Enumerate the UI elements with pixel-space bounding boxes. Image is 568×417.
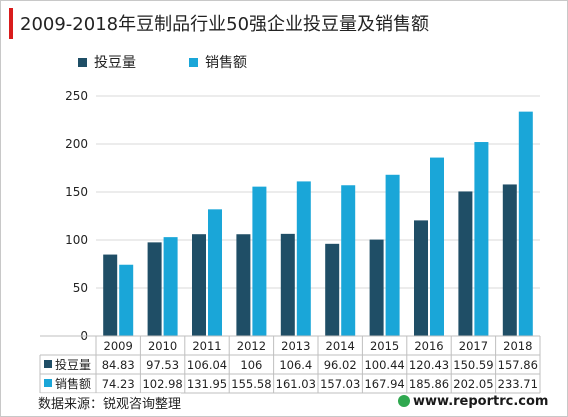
data-label: 157.03: [320, 377, 360, 391]
data-label: 167.94: [364, 377, 404, 391]
watermark: www.reportrc.com: [398, 394, 548, 409]
data-label: 74.23: [102, 377, 135, 391]
source-note: 数据来源：锐观咨询整理: [38, 393, 182, 412]
x-tick-label: 2016: [414, 339, 443, 353]
x-tick-label: 2012: [237, 339, 266, 353]
data-label: 233.71: [498, 377, 538, 391]
bar: [518, 111, 533, 336]
x-tick-label: 2011: [192, 339, 221, 353]
data-label: 102.98: [142, 377, 182, 391]
legend-label-series-2: 销售额: [205, 55, 247, 71]
y-tick-label: 100: [65, 233, 88, 247]
y-tick-label: 200: [65, 137, 88, 151]
bar: [325, 243, 340, 336]
legend-item-series-2: 销售额: [189, 52, 247, 72]
data-label: 155.58: [231, 377, 271, 391]
bar: [369, 239, 384, 336]
x-tick-label: 2017: [459, 339, 488, 353]
legend-item-series-1: 投豆量: [78, 52, 136, 72]
x-tick-label: 2018: [503, 339, 532, 353]
legend-swatch-series-2: [189, 57, 198, 67]
bar: [474, 142, 489, 336]
data-label: 84.83: [102, 358, 135, 372]
bar: [163, 237, 178, 336]
table-row-label: 投豆量: [55, 357, 91, 372]
data-label: 185.86: [409, 377, 449, 391]
data-label: 106.04: [187, 358, 227, 372]
x-tick-label: 2014: [326, 339, 355, 353]
table-legend-key: [44, 379, 52, 387]
x-tick-label: 2015: [370, 339, 399, 353]
y-tick-label: 150: [65, 185, 88, 199]
bar: [103, 254, 118, 336]
chart-title: 2009-2018年豆制品行业50强企业投豆量及销售额: [20, 14, 430, 35]
globe-icon: [398, 395, 410, 407]
data-label: 131.95: [187, 377, 227, 391]
data-label: 150.59: [453, 358, 493, 372]
bar: [280, 233, 295, 336]
x-tick-label: 2013: [281, 339, 310, 353]
y-tick-label: 50: [73, 281, 88, 295]
data-label: 106.4: [279, 358, 312, 372]
data-label: 100.44: [364, 358, 404, 372]
watermark-text: www.reportrc.com: [413, 394, 549, 409]
data-label: 161.03: [276, 377, 316, 391]
data-label: 157.86: [498, 358, 538, 372]
data-label: 106: [240, 358, 262, 372]
data-label: 97.53: [146, 358, 179, 372]
bar: [208, 209, 222, 336]
bar: [119, 264, 134, 336]
title-accent-bar: [9, 8, 13, 39]
bar: [458, 191, 473, 336]
bar: [192, 234, 206, 336]
table-legend-key: [44, 360, 52, 368]
x-tick-label: 2010: [148, 339, 177, 353]
data-label: 120.43: [409, 358, 449, 372]
data-label: 202.05: [453, 377, 493, 391]
bar: [252, 186, 267, 336]
data-label: 96.02: [324, 358, 357, 372]
bar: [385, 174, 400, 336]
bar: [414, 220, 428, 336]
bar: [236, 234, 251, 336]
bar: [430, 157, 444, 336]
bar: [147, 242, 162, 336]
bar: [502, 184, 517, 336]
y-tick-label: 250: [65, 89, 88, 103]
bar: [341, 185, 356, 336]
bar: [296, 181, 311, 336]
legend-swatch-series-1: [78, 57, 87, 67]
x-tick-label: 2009: [104, 339, 133, 353]
table-row-label: 销售额: [55, 376, 91, 391]
legend-label-series-1: 投豆量: [94, 55, 136, 71]
